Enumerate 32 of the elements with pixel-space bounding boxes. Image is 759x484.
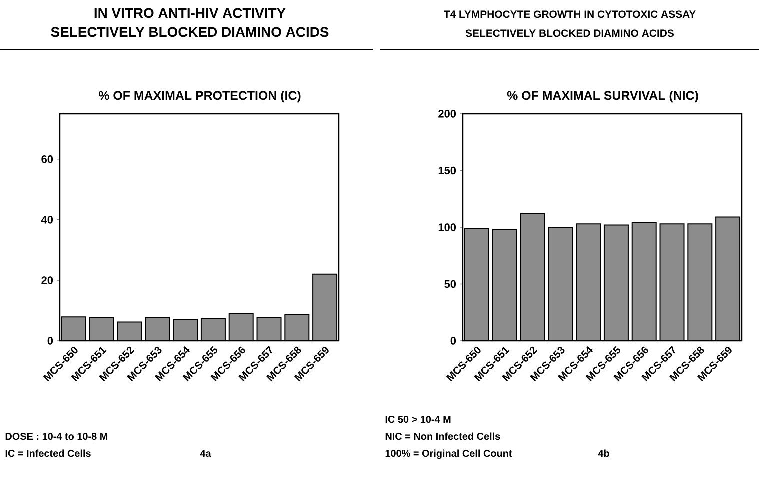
- chart-title: T4 LYMPHOCYTE GROWTH IN CYTOTOXIC ASSAY: [444, 10, 696, 18]
- y-tick-label: 60: [42, 156, 54, 164]
- bar: [257, 318, 282, 341]
- chart-subtitle: SELECTIVELY BLOCKED DIAMINO ACIDS: [466, 30, 674, 38]
- text: NIC = Non Infected Cells: [386, 432, 500, 440]
- bar: [118, 322, 142, 341]
- chart-title: IN VITRO ANTI-HIV ACTIVITY: [94, 8, 286, 18]
- y-axis-title: % OF MAXIMAL SURVIVAL (NIC): [507, 90, 698, 103]
- y-tick-label: 20: [42, 276, 54, 284]
- bar: [90, 318, 114, 341]
- y-tick-label: 100: [438, 224, 456, 232]
- text: DOSE : 10-4 to 10-8 M: [6, 433, 108, 440]
- text: 4a: [200, 450, 212, 458]
- bar: [201, 318, 226, 341]
- chart-subtitle: SELECTIVELY BLOCKED DIAMINO ACIDS: [51, 27, 329, 38]
- bar: [62, 317, 86, 341]
- bar: [174, 319, 198, 341]
- y-tick-label: 150: [438, 166, 456, 175]
- text: 100% = Original Cell Count: [386, 450, 512, 460]
- y-tick-label: 50: [444, 280, 456, 288]
- y-axis-title: % OF MAXIMAL PROTECTION (IC): [98, 90, 301, 103]
- text: IC = Infected Cells: [6, 450, 91, 458]
- bar: [146, 318, 170, 341]
- bar: [285, 314, 310, 341]
- bar: [229, 313, 254, 341]
- y-tick-label: 40: [41, 216, 54, 224]
- text: 4b: [598, 450, 610, 458]
- y-tick-label: 200: [438, 110, 456, 118]
- bar: [312, 274, 338, 341]
- y-tick-label: 0: [450, 337, 456, 345]
- text: IC 50 > 10-4 M: [386, 416, 451, 424]
- y-tick-label: 0: [48, 337, 54, 345]
